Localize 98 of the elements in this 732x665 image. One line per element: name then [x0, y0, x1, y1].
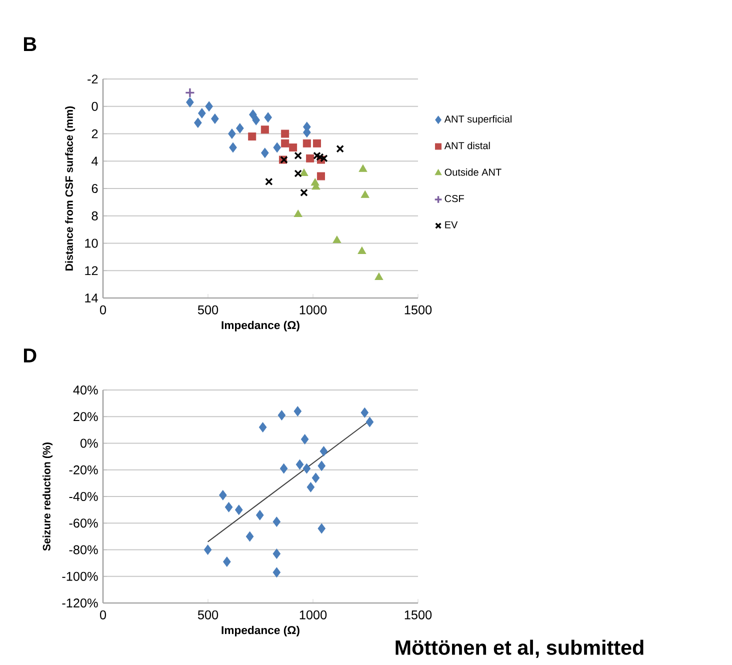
point [248, 132, 256, 140]
point [186, 97, 194, 108]
point [236, 123, 244, 134]
point [219, 490, 227, 500]
x-tick-label: 1000 [300, 610, 327, 620]
y-tick-label: -60% [69, 518, 98, 528]
point [246, 531, 254, 542]
x-tick-label: 1500 [404, 305, 432, 314]
chart-title: D [24, 348, 36, 362]
y-tick-label: -20% [69, 465, 98, 474]
point [306, 482, 315, 492]
point [360, 408, 369, 418]
point [198, 108, 206, 118]
y-tick-label: 0 [92, 102, 98, 111]
point [280, 463, 288, 474]
point [306, 154, 314, 162]
legend-label: EV [445, 221, 458, 228]
point [302, 139, 311, 148]
legend-label: Outside ANT [444, 168, 502, 176]
point [336, 144, 344, 153]
point [256, 510, 264, 520]
point [273, 142, 281, 153]
y-tick-label: -2 [88, 74, 98, 84]
point [318, 523, 326, 534]
y-tick-label: -120% [62, 598, 98, 608]
point [300, 168, 308, 176]
point [265, 178, 273, 186]
point [332, 236, 342, 244]
point [300, 434, 309, 444]
x-tick-label: 0 [100, 305, 106, 314]
y-tick-label: 2 [92, 129, 98, 138]
y-tick-label: 0% [80, 438, 98, 448]
point [249, 110, 257, 120]
point [316, 153, 324, 161]
point [235, 504, 243, 515]
x-tick-label: 500 [198, 610, 218, 620]
point [289, 143, 298, 152]
point [358, 164, 368, 172]
point [229, 142, 237, 153]
point [281, 139, 290, 148]
point [316, 172, 325, 180]
point [296, 459, 304, 470]
point [294, 170, 302, 178]
point [281, 130, 290, 138]
legend-label: CSF [444, 195, 464, 202]
x-tick-label: 1000 [300, 305, 327, 314]
point [360, 190, 370, 198]
y-axis-title: Distance from CSF surface (mm) [65, 106, 76, 270]
point [312, 139, 321, 148]
y-tick-label: 10 [85, 238, 98, 248]
text: Möttönen et al, submitted [396, 640, 644, 658]
x-axis-title: Impedance (Ω) [222, 626, 300, 636]
point [264, 112, 272, 122]
x-tick-label: 0 [100, 610, 106, 620]
y-tick-label: 6 [92, 184, 98, 193]
y-tick-label: 4 [92, 156, 98, 166]
point [272, 516, 281, 527]
point [294, 210, 302, 218]
point [272, 567, 281, 578]
point [205, 101, 213, 112]
point [300, 188, 308, 196]
point [228, 128, 236, 139]
point [358, 246, 366, 254]
legend-label: ANT distal [444, 142, 490, 150]
point [294, 152, 302, 160]
point [223, 556, 231, 567]
y-tick-label: -40% [69, 492, 98, 501]
point [211, 114, 219, 124]
point [261, 148, 269, 158]
point [252, 115, 260, 126]
x-tick-label: 500 [198, 305, 218, 314]
point [224, 502, 233, 512]
y-tick-label: 12 [85, 266, 98, 276]
point [294, 406, 302, 416]
y-tick-label: 40% [73, 386, 98, 394]
legend-label: ANT superficial [444, 115, 512, 125]
y-axis-title: Seizure reduction (%) [42, 442, 53, 551]
point [204, 544, 212, 555]
point [258, 422, 267, 432]
x-axis-title: Impedance (Ω) [222, 320, 300, 332]
point [184, 88, 196, 98]
y-tick-label: 14 [85, 294, 98, 302]
x-tick-label: 1500 [404, 610, 432, 620]
point [272, 548, 281, 559]
point [194, 118, 202, 128]
point [278, 410, 286, 420]
y-tick-label: -80% [69, 545, 98, 554]
y-tick-label: 20% [74, 412, 98, 422]
chart-title: B [24, 37, 36, 51]
point [260, 126, 269, 134]
y-tick-label: -100% [62, 572, 98, 581]
point [312, 472, 320, 483]
point [302, 463, 311, 474]
point [320, 446, 328, 456]
point [374, 272, 384, 280]
y-tick-label: 8 [92, 211, 98, 220]
point [318, 460, 326, 471]
point [366, 416, 374, 428]
